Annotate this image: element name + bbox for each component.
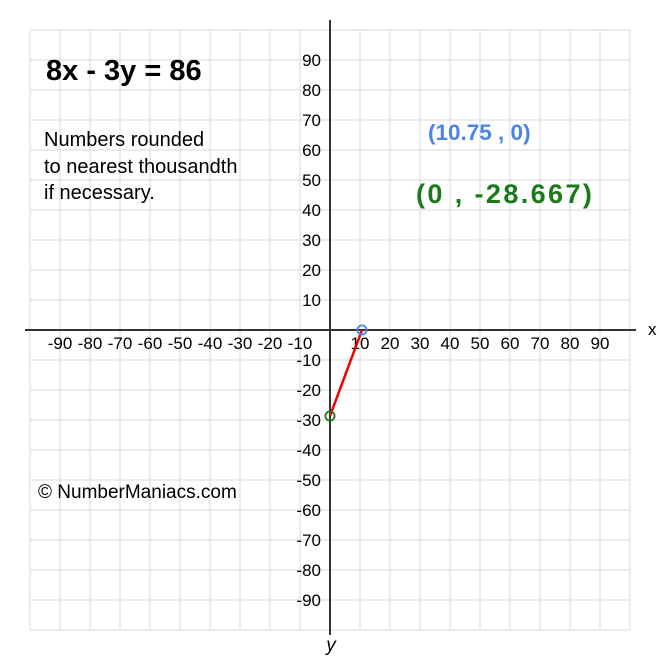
svg-text:60: 60 (302, 141, 321, 160)
svg-text:-40: -40 (296, 441, 321, 460)
svg-text:30: 30 (411, 334, 430, 353)
svg-text:-80: -80 (78, 334, 103, 353)
svg-text:-60: -60 (296, 501, 321, 520)
svg-text:80: 80 (302, 81, 321, 100)
svg-text:-80: -80 (296, 561, 321, 580)
svg-text:70: 70 (531, 334, 550, 353)
svg-text:80: 80 (561, 334, 580, 353)
svg-text:50: 50 (302, 171, 321, 190)
svg-text:x: x (648, 320, 657, 339)
svg-text:40: 40 (441, 334, 460, 353)
svg-text:-30: -30 (228, 334, 253, 353)
svg-text:30: 30 (302, 231, 321, 250)
svg-text:70: 70 (302, 111, 321, 130)
svg-text:-30: -30 (296, 411, 321, 430)
svg-text:40: 40 (302, 201, 321, 220)
svg-text:-90: -90 (296, 591, 321, 610)
svg-text:-10: -10 (296, 351, 321, 370)
svg-text:-70: -70 (108, 334, 133, 353)
svg-text:-90: -90 (48, 334, 73, 353)
svg-text:20: 20 (381, 334, 400, 353)
svg-text:-20: -20 (296, 381, 321, 400)
svg-text:-40: -40 (198, 334, 223, 353)
svg-text:-70: -70 (296, 531, 321, 550)
svg-text:-50: -50 (168, 334, 193, 353)
svg-text:-60: -60 (138, 334, 163, 353)
svg-text:50: 50 (471, 334, 490, 353)
svg-text:20: 20 (302, 261, 321, 280)
svg-text:60: 60 (501, 334, 520, 353)
svg-text:y: y (324, 635, 337, 656)
svg-text:90: 90 (591, 334, 610, 353)
svg-text:-50: -50 (296, 471, 321, 490)
svg-text:-20: -20 (258, 334, 283, 353)
svg-text:90: 90 (302, 51, 321, 70)
svg-text:10: 10 (302, 291, 321, 310)
